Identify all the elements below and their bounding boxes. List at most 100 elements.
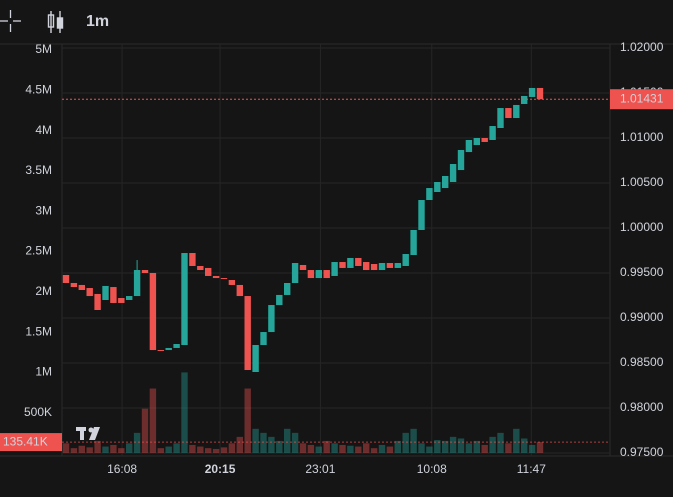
volume-bar xyxy=(212,448,220,453)
volume-bar xyxy=(434,440,441,453)
y-tick-label: 1.00500 xyxy=(620,175,664,189)
candle-body xyxy=(228,280,236,285)
y-tick-label: 0.98500 xyxy=(620,355,664,369)
volume-bar xyxy=(426,446,433,453)
candle-body xyxy=(513,104,520,119)
volume-bar xyxy=(110,444,117,453)
volume-bar xyxy=(355,446,362,453)
candle-body xyxy=(355,257,362,266)
candle-body xyxy=(521,95,528,104)
volume-bar xyxy=(236,436,243,453)
y2-tick-label: 1M xyxy=(35,365,52,379)
volume-bar xyxy=(220,447,228,453)
volume-bar xyxy=(410,428,417,453)
volume-bar xyxy=(513,428,520,453)
volume-bar xyxy=(449,436,457,453)
candle-body xyxy=(86,288,93,297)
volume-bar xyxy=(173,443,180,453)
volume-bar xyxy=(102,446,109,453)
last-volume-label: 135.41K xyxy=(3,434,48,448)
candle-body xyxy=(149,273,157,351)
x-tick-label: 20:15 xyxy=(205,462,236,476)
volume-bar xyxy=(505,443,512,453)
volume-bar xyxy=(149,388,157,453)
candle-body xyxy=(465,139,473,153)
y2-tick-label: 4M xyxy=(35,123,52,137)
volume-bars xyxy=(62,372,544,453)
candle-body xyxy=(220,278,228,280)
volume-bar xyxy=(70,448,78,453)
y2-tick-label: 1.5M xyxy=(25,324,52,338)
volume-bar xyxy=(133,432,141,453)
volume-bar xyxy=(473,440,480,453)
candle-body xyxy=(536,87,544,100)
volume-bar xyxy=(465,443,473,453)
chart-type-button[interactable] xyxy=(47,11,64,33)
candle-body xyxy=(102,285,109,300)
crosshair-tool[interactable] xyxy=(0,10,21,32)
y-tick-label: 0.99500 xyxy=(620,265,664,279)
volume-bar xyxy=(157,448,164,453)
candle-body xyxy=(378,263,386,271)
candle-body xyxy=(370,264,378,271)
candle-body xyxy=(189,253,196,266)
volume-bar xyxy=(370,448,378,453)
candle-body xyxy=(331,262,338,276)
candles xyxy=(62,87,610,443)
candle-body xyxy=(299,264,307,271)
candle-body xyxy=(481,138,488,142)
interval-button[interactable]: 1m xyxy=(86,13,109,30)
volume-bar xyxy=(418,443,425,453)
volume-bar xyxy=(141,408,149,453)
candle-body xyxy=(276,294,283,306)
volume-bar xyxy=(339,444,346,453)
volume-bar xyxy=(284,428,291,453)
candle-body xyxy=(394,263,401,268)
candle-body xyxy=(260,332,267,345)
candle-body xyxy=(165,347,172,351)
last-price-box xyxy=(610,89,673,110)
y-tick-label: 0.97500 xyxy=(620,445,664,459)
y-tick-label: 1.00000 xyxy=(620,220,664,234)
candle-body xyxy=(212,275,220,279)
last-price-label: 1.01431 xyxy=(620,91,664,105)
volume-bar xyxy=(394,440,401,453)
volume-bar xyxy=(521,438,528,453)
candle-body xyxy=(181,253,188,345)
volume-bar xyxy=(528,444,536,453)
volume-bar xyxy=(402,432,409,453)
candle-body xyxy=(236,284,243,297)
volume-bar xyxy=(291,432,299,453)
candle-body xyxy=(94,293,101,310)
candle-body xyxy=(307,270,315,279)
candle-body xyxy=(323,270,330,279)
candle-body xyxy=(315,270,322,279)
x-tick-label: 23:01 xyxy=(305,462,335,476)
x-tick-label: 16:08 xyxy=(107,462,137,476)
volume-bar xyxy=(386,446,394,453)
volume-bar xyxy=(323,440,330,453)
axis-labels: 1.020001.015001.010001.005001.000000.995… xyxy=(0,40,673,476)
y-tick-label: 1.02000 xyxy=(620,40,664,54)
y-tick-label: 1.01000 xyxy=(620,130,664,144)
volume-bar xyxy=(62,443,70,453)
candle-body xyxy=(386,263,394,268)
volume-bar xyxy=(331,443,338,453)
volume-bar xyxy=(189,444,196,453)
last-volume-box xyxy=(0,433,62,452)
volume-bar xyxy=(252,428,259,453)
candle-body xyxy=(291,263,299,283)
y2-tick-label: 2M xyxy=(35,284,52,298)
y2-tick-label: 500K xyxy=(24,405,52,419)
volume-bar xyxy=(260,432,267,453)
y-tick-label: 0.98000 xyxy=(620,400,664,414)
volume-bar xyxy=(276,440,283,453)
candle-body xyxy=(402,254,409,266)
candle-body xyxy=(126,296,133,300)
volume-bar xyxy=(315,446,322,453)
candle-body xyxy=(173,344,180,348)
volume-bar xyxy=(299,443,307,453)
x-tick-label: 11:47 xyxy=(517,462,546,476)
candle-body xyxy=(157,350,164,352)
candle-body xyxy=(205,267,212,276)
